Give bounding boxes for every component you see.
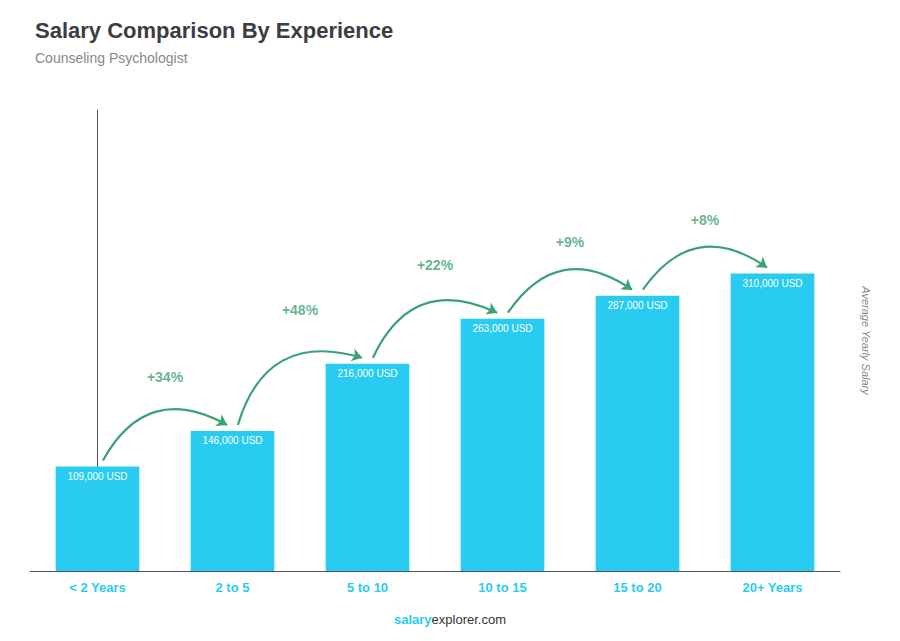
svg-text:216,000 USD: 216,000 USD [337, 368, 397, 379]
svg-text:2 to 5: 2 to 5 [216, 580, 250, 595]
svg-text:+48%: +48% [282, 302, 319, 318]
svg-text:287,000 USD: 287,000 USD [607, 300, 667, 311]
svg-text:5 to 10: 5 to 10 [347, 580, 388, 595]
svg-text:20+ Years: 20+ Years [742, 580, 802, 595]
svg-text:310,000 USD: 310,000 USD [742, 278, 802, 289]
svg-text:< 2 Years: < 2 Years [69, 580, 126, 595]
svg-text:+8%: +8% [691, 212, 720, 228]
svg-text:15 to 20: 15 to 20 [613, 580, 661, 595]
svg-text:+22%: +22% [417, 257, 454, 273]
svg-text:109,000 USD: 109,000 USD [67, 471, 127, 482]
svg-text:263,000 USD: 263,000 USD [472, 323, 532, 334]
svg-text:+34%: +34% [147, 369, 184, 385]
svg-text:salary: salary [394, 612, 432, 627]
svg-text:Average Yearly Salary: Average Yearly Salary [860, 285, 872, 396]
svg-text:+9%: +9% [556, 234, 585, 250]
svg-text:Salary Comparison By Experienc: Salary Comparison By Experience [35, 18, 393, 43]
svg-text:Counseling Psychologist: Counseling Psychologist [35, 50, 188, 66]
svg-text:146,000 USD: 146,000 USD [202, 435, 262, 446]
svg-text:10 to 15: 10 to 15 [478, 580, 526, 595]
svg-text:explorer.com: explorer.com [432, 612, 506, 627]
